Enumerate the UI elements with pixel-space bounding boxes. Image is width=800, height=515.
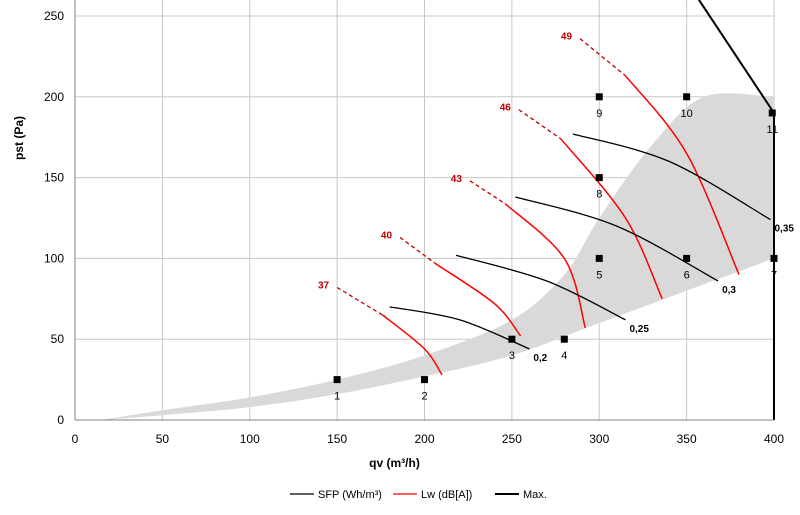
lw-curve-dashed xyxy=(399,236,436,264)
legend-label: Max. xyxy=(523,489,547,501)
y-axis-title: pst (Pa) xyxy=(12,116,26,160)
operating-area xyxy=(101,93,774,420)
operating-point-marker xyxy=(333,376,341,384)
operating-point-marker xyxy=(770,254,778,262)
lw-curve-label: 40 xyxy=(381,230,393,241)
legend-label: SFP (Wh/m³) xyxy=(318,489,382,501)
y-tick-label: 200 xyxy=(44,90,64,104)
x-axis-title: qv (m³/h) xyxy=(369,456,420,470)
x-tick-label: 250 xyxy=(502,432,522,446)
sfp-curve-label: 0,3 xyxy=(722,285,736,296)
lw-curve xyxy=(624,75,740,275)
operating-point-label: 4 xyxy=(561,350,567,362)
x-tick-label: 0 xyxy=(72,432,79,446)
lw-curve-dashed xyxy=(579,38,626,77)
lw-curve-dashed xyxy=(518,109,562,140)
x-tick-label: 100 xyxy=(240,432,260,446)
x-tick-label: 350 xyxy=(677,432,697,446)
sfp-curve xyxy=(455,254,626,321)
sfp-curve xyxy=(572,133,771,221)
operating-points: 1 2 3 4 5 6 7 8 9 10 11 xyxy=(333,93,778,403)
operating-point-marker xyxy=(595,174,603,182)
y-tick-label: 0 xyxy=(57,413,64,427)
operating-point-marker xyxy=(768,109,776,117)
legend: SFP (Wh/m³) Lw (dB[A]) Max. xyxy=(290,489,547,501)
lw-curve-dashed xyxy=(336,286,383,316)
sfp-curves: 0,2 0,25 0,3 0,35 xyxy=(389,133,795,364)
x-tick-label: 150 xyxy=(327,432,347,446)
x-tick-label: 200 xyxy=(414,432,434,446)
operating-point-label: 7 xyxy=(771,269,777,281)
sfp-curve xyxy=(515,196,719,282)
lw-curve xyxy=(382,314,443,376)
operating-point-label: 5 xyxy=(596,269,602,281)
operating-point-label: 3 xyxy=(509,350,515,362)
lw-curve xyxy=(434,262,522,337)
operating-point-marker xyxy=(595,93,603,101)
operating-point-marker xyxy=(560,335,568,343)
x-tick-label: 300 xyxy=(589,432,609,446)
x-tick-label: 400 xyxy=(764,432,784,446)
y-tick-label: 100 xyxy=(44,251,64,265)
y-tick-label: 250 xyxy=(44,9,64,23)
x-tick-label: 50 xyxy=(156,432,170,446)
y-tick-label: 50 xyxy=(51,332,65,346)
sfp-curve-label: 0,2 xyxy=(533,353,547,364)
operating-point-label: 2 xyxy=(421,391,427,403)
operating-point-marker xyxy=(595,254,603,262)
lw-curve-dashed xyxy=(469,180,506,205)
lw-curve-label: 43 xyxy=(451,174,463,185)
operating-point-label: 6 xyxy=(684,269,690,281)
lw-curve-label: 46 xyxy=(500,103,512,114)
operating-point-label: 10 xyxy=(681,108,693,120)
operating-point-label: 9 xyxy=(596,108,602,120)
operating-point-label: 8 xyxy=(596,189,602,201)
operating-point-marker xyxy=(421,376,428,384)
y-tick-label: 150 xyxy=(44,171,64,185)
operating-point-marker xyxy=(508,335,516,343)
lw-curve xyxy=(560,138,663,300)
sfp-curve-label: 0,35 xyxy=(775,224,795,235)
operating-point-label: 11 xyxy=(767,124,778,136)
legend-label: Lw (dB[A]) xyxy=(421,489,472,501)
lw-curve-label: 37 xyxy=(318,280,330,291)
axes: 0 50 100 150 200 250 300 350 400 0 50 100 150 200 250 q… xyxy=(12,0,784,470)
sfp-curve-label: 0,25 xyxy=(629,324,649,335)
operating-point-marker xyxy=(683,93,691,101)
operating-point-label: 1 xyxy=(334,391,340,403)
operating-point-marker xyxy=(683,254,691,262)
lw-curve xyxy=(504,202,587,329)
operating-area-fill xyxy=(101,93,774,420)
lw-curve-label: 49 xyxy=(561,32,573,43)
